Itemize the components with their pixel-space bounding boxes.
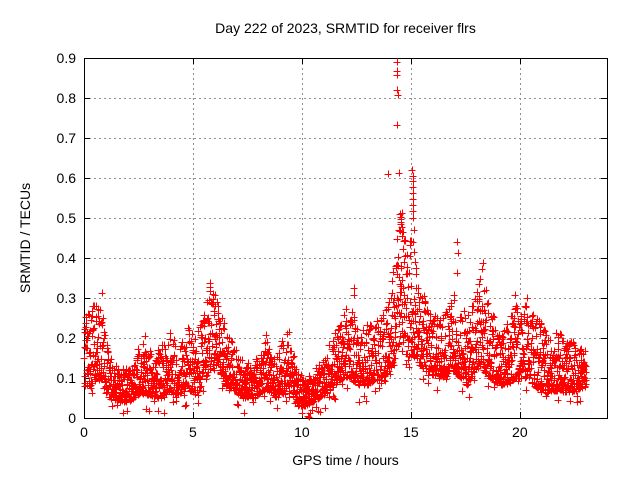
x-tick-label: 15 bbox=[403, 424, 419, 440]
x-axis-label: GPS time / hours bbox=[292, 452, 399, 468]
x-tick-label: 0 bbox=[80, 424, 88, 440]
y-tick-label: 0.7 bbox=[57, 130, 77, 146]
y-axis-label: SRMTID / TECUs bbox=[17, 182, 33, 294]
y-tick-label: 0.3 bbox=[57, 290, 77, 306]
x-tick-label: 5 bbox=[189, 424, 197, 440]
chart-title: Day 222 of 2023, SRMTID for receiver flr… bbox=[215, 20, 476, 36]
x-tick-label: 10 bbox=[294, 424, 310, 440]
scatter-points bbox=[80, 58, 590, 421]
plot-border bbox=[84, 58, 608, 419]
y-tick-label: 0.1 bbox=[57, 370, 77, 386]
y-tick-label: 0.9 bbox=[57, 50, 77, 66]
y-tick-label: 0.5 bbox=[57, 210, 77, 226]
x-tick-label: 20 bbox=[512, 424, 528, 440]
y-tick-label: 0 bbox=[68, 410, 76, 426]
y-tick-label: 0.8 bbox=[57, 90, 77, 106]
y-tick-label: 0.4 bbox=[57, 250, 77, 266]
y-tick-label: 0.2 bbox=[57, 330, 77, 346]
y-tick-label: 0.6 bbox=[57, 170, 77, 186]
